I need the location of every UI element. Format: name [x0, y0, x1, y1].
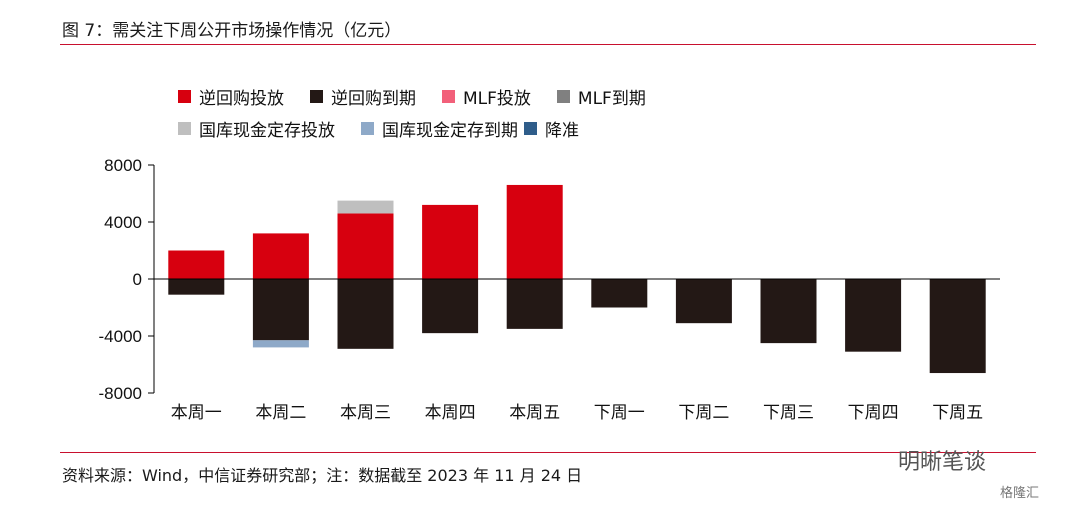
y-tick-label: -8000 [99, 384, 142, 403]
bar-segment [422, 279, 479, 334]
legend-label: MLF到期 [577, 88, 646, 109]
legend-row-2: 国库现金定存投放 国库现金定存到期 降准 [178, 112, 938, 144]
x-tick-label: 本周一 [171, 403, 222, 423]
top-divider [60, 44, 1036, 45]
legend-label: 逆回购投放 [199, 88, 284, 109]
bar-segment [337, 213, 394, 279]
x-tick-label: 本周三 [340, 403, 391, 423]
y-tick-label: -4000 [99, 327, 142, 346]
bar-segment [760, 279, 817, 344]
bar-segment [506, 184, 563, 279]
legend-swatch [524, 121, 537, 135]
legend-item: MLF到期 [556, 84, 646, 109]
y-tick-label: 4000 [104, 213, 142, 232]
bar-segment [337, 200, 394, 214]
watermark-logo: 明晰笔谈 [898, 450, 987, 475]
legend-label: 逆回购到期 [331, 88, 416, 109]
x-tick-label: 下周二 [678, 403, 729, 423]
bar-segment [506, 279, 563, 329]
bottom-divider [60, 452, 1036, 453]
legend-label: 国库现金定存到期 [382, 120, 518, 141]
bar-segment [168, 250, 225, 279]
legend: 逆回购投放 逆回购到期 MLF投放 MLF到期 国库现金定存投放 国库现金定存到… [178, 80, 938, 144]
legend-label: 国库现金定存投放 [199, 120, 335, 141]
x-tick-label: 本周四 [425, 403, 476, 423]
x-tick-label: 下周一 [594, 403, 645, 423]
legend-item: 国库现金定存到期 [361, 116, 518, 141]
chart-title: 图 7：需关注下周公开市场操作情况（亿元） [62, 21, 402, 41]
bar-segment [252, 233, 309, 279]
bar-segment [845, 279, 902, 352]
source-note: 资料来源：Wind，中信证券研究部；注：数据截至 2023 年 11 月 24 … [62, 466, 583, 485]
legend-swatch [556, 89, 570, 103]
legend-swatch [442, 89, 455, 103]
legend-item: 降准 [524, 116, 579, 141]
legend-swatch [310, 89, 323, 103]
bar-segment [422, 204, 479, 279]
legend-swatch [178, 121, 191, 135]
x-tick-label: 本周五 [509, 403, 560, 423]
legend-item: 逆回购投放 [178, 84, 284, 109]
bar-segment [337, 279, 394, 349]
bar-segment [168, 279, 225, 295]
legend-label: 降准 [545, 120, 579, 141]
legend-swatch [361, 121, 374, 135]
legend-swatch [178, 89, 191, 103]
bar-segment [929, 279, 986, 374]
legend-item: 逆回购到期 [310, 84, 416, 109]
legend-item: MLF投放 [442, 84, 531, 109]
legend-item: 国库现金定存投放 [178, 116, 335, 141]
x-tick-label: 下周三 [763, 403, 814, 423]
bar-segment [675, 279, 732, 324]
x-tick-label: 本周二 [255, 403, 306, 423]
x-tick-label: 下周五 [932, 403, 983, 423]
y-tick-label: 8000 [104, 156, 142, 175]
watermark-sub: 格隆汇 [1000, 486, 1040, 501]
legend-label: MLF投放 [463, 88, 531, 109]
x-tick-label: 下周四 [848, 403, 899, 423]
legend-row-1: 逆回购投放 逆回购到期 MLF投放 MLF到期 [178, 80, 938, 112]
bar-segment [252, 279, 309, 341]
bar-segment [591, 279, 648, 308]
bar-segment [252, 340, 309, 348]
y-tick-label: 0 [133, 270, 142, 289]
